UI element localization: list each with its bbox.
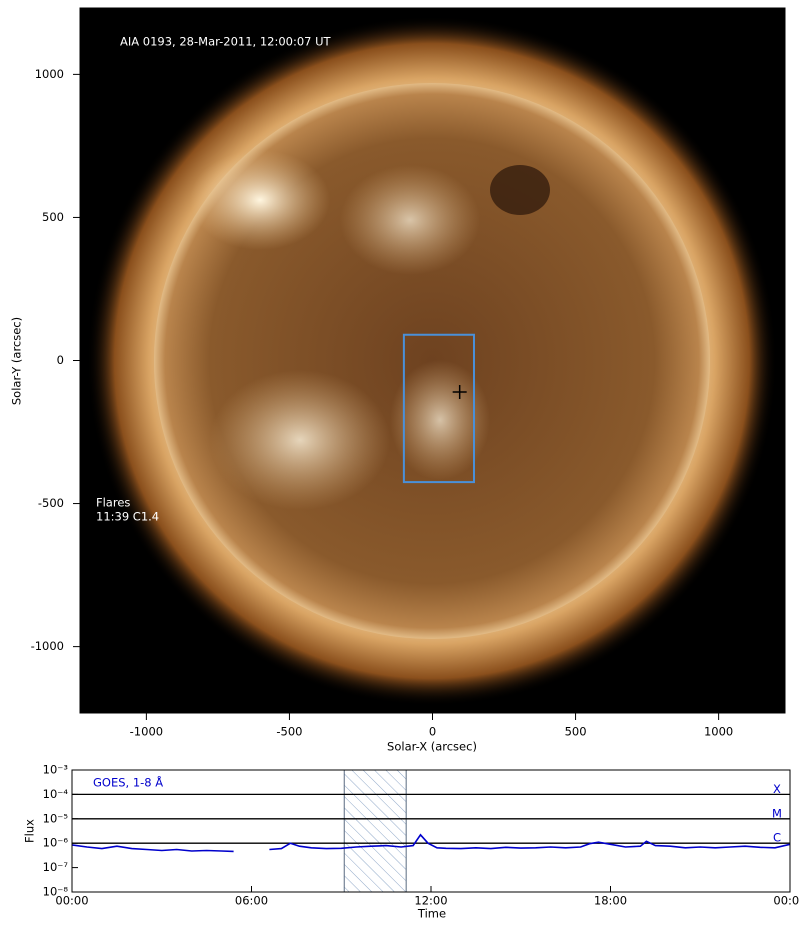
x-axis-label: Solar-X (arcsec) (387, 740, 477, 754)
y-tick-label: 10⁻⁸ (43, 885, 69, 899)
flux-line (71, 833, 791, 853)
x-axis-label: Time (417, 907, 446, 921)
active-region (340, 165, 480, 275)
x-tick-label: 00:00 (55, 894, 88, 908)
active-region (390, 360, 490, 480)
annotation: 11:39 C1.4 (96, 510, 159, 524)
y-tick-label: 10⁻³ (43, 763, 69, 777)
annotation: Flares (96, 496, 130, 510)
x-tick-label: 18:00 (594, 894, 627, 908)
shaded-interval (343, 769, 407, 893)
class-level-label: M (772, 806, 782, 820)
x-tick-label: 1000 (704, 725, 733, 739)
region-box (402, 333, 475, 484)
y-tick-label: 500 (42, 210, 64, 224)
x-tick-label: 500 (565, 725, 587, 739)
y-tick-label: 0 (57, 353, 64, 367)
y-tick-label: 10⁻⁵ (43, 811, 69, 825)
y-tick-label: -500 (38, 496, 64, 510)
y-tick-label: 1000 (35, 67, 64, 81)
y-tick-label: 10⁻⁷ (43, 860, 69, 874)
coronal-hole (490, 165, 550, 215)
active-region (210, 370, 390, 510)
x-tick-label: -1000 (130, 725, 163, 739)
class-level-label: X (773, 782, 781, 796)
class-level-label: C (773, 831, 781, 845)
x-tick-label: 06:00 (235, 894, 268, 908)
y-tick-label: 10⁻⁴ (43, 787, 69, 801)
y-axis-label: Solar-Y (arcsec) (10, 317, 24, 405)
x-tick-label: 12:00 (414, 894, 447, 908)
y-tick-label: -1000 (31, 639, 64, 653)
x-tick-label: -500 (276, 725, 302, 739)
solar-image (80, 8, 785, 713)
y-axis-label: Flux (23, 819, 37, 843)
x-tick-label: 0 (429, 725, 436, 739)
x-tick-label: 00:00 (773, 894, 799, 908)
plot-frame (71, 769, 791, 893)
image-title: AIA 0193, 28-Mar-2011, 12:00:07 UT (120, 35, 332, 49)
active-region (190, 150, 330, 250)
flare-marker (452, 384, 467, 399)
legend-entry: GOES, 1-8 Å (93, 775, 163, 790)
y-tick-label: 10⁻⁶ (43, 836, 69, 850)
